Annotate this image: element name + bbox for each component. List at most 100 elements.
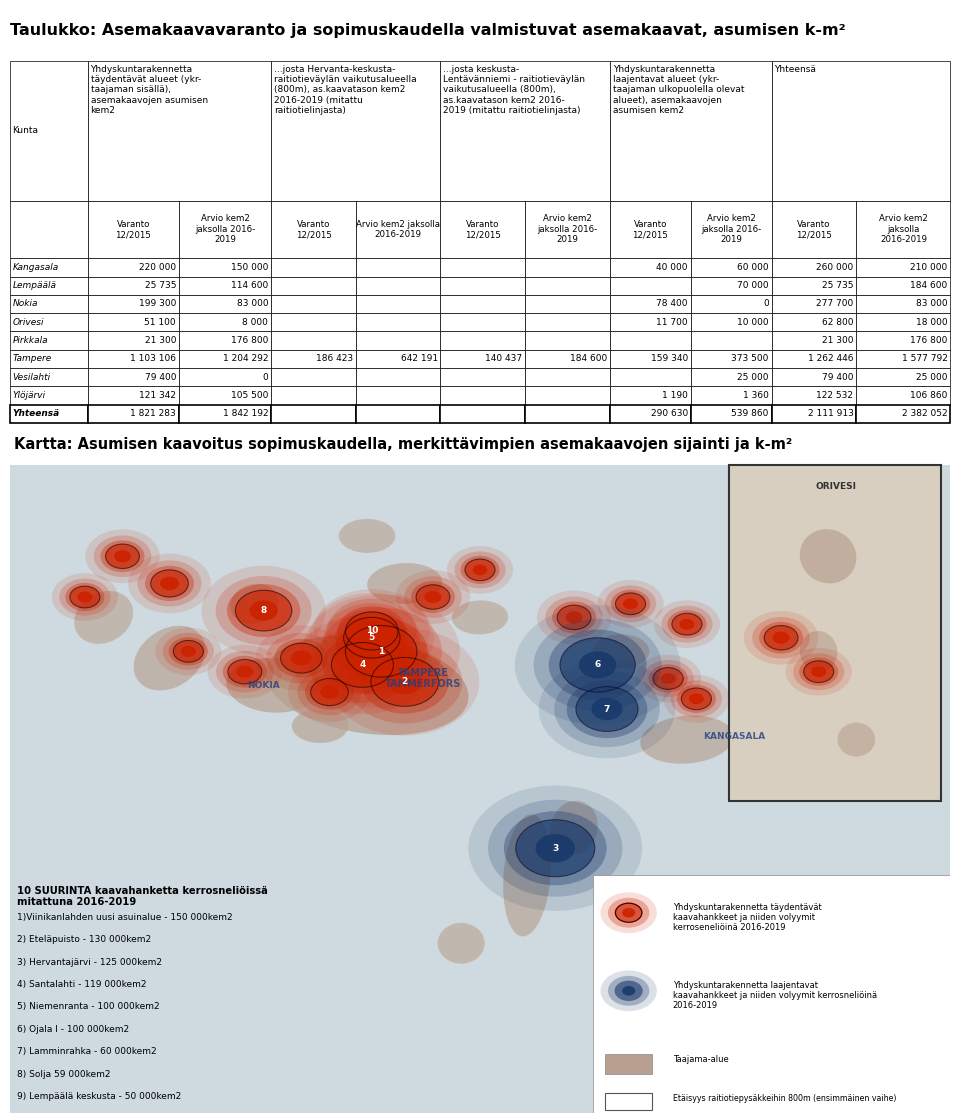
Bar	[10, 332, 87, 349]
Bar	[10, 60, 87, 200]
Text: 60 000: 60 000	[737, 263, 769, 272]
Bar	[356, 368, 441, 386]
Text: 1 577 792: 1 577 792	[901, 354, 948, 363]
Ellipse shape	[346, 612, 398, 650]
Ellipse shape	[106, 544, 139, 569]
Bar	[772, 60, 950, 200]
Bar	[593, 875, 950, 1113]
Bar	[856, 349, 950, 368]
Ellipse shape	[216, 651, 274, 692]
Ellipse shape	[743, 754, 819, 794]
Ellipse shape	[396, 570, 470, 624]
Ellipse shape	[311, 679, 348, 706]
Ellipse shape	[85, 530, 159, 583]
Bar	[356, 349, 441, 368]
Text: 18 000: 18 000	[916, 318, 948, 327]
Text: 10 SUURINTA kaavahanketta kerrosneliöissä
mitattuna 2016-2019: 10 SUURINTA kaavahanketta kerrosneliöiss…	[17, 886, 268, 907]
Ellipse shape	[744, 611, 818, 664]
Text: 70 000: 70 000	[737, 282, 769, 290]
Ellipse shape	[557, 605, 591, 630]
Bar	[772, 349, 856, 368]
Ellipse shape	[314, 589, 430, 672]
Ellipse shape	[416, 584, 450, 609]
Ellipse shape	[566, 680, 647, 738]
Bar	[271, 313, 356, 332]
Text: ORIVESI: ORIVESI	[815, 482, 856, 491]
Ellipse shape	[804, 661, 833, 682]
Text: Lempäälä: Lempäälä	[12, 282, 57, 290]
Ellipse shape	[358, 628, 386, 648]
Bar	[10, 313, 87, 332]
Text: 79 400: 79 400	[822, 373, 853, 382]
Bar	[271, 200, 356, 258]
Ellipse shape	[516, 819, 595, 877]
Bar	[356, 405, 441, 423]
Text: Orivesi: Orivesi	[12, 318, 44, 327]
Text: 1 103 106: 1 103 106	[131, 354, 176, 363]
Ellipse shape	[388, 670, 421, 695]
Ellipse shape	[682, 688, 711, 710]
Text: 4: 4	[359, 660, 366, 669]
Ellipse shape	[689, 693, 704, 705]
Ellipse shape	[302, 594, 460, 708]
Bar	[610, 386, 691, 405]
Bar	[525, 295, 610, 313]
Ellipse shape	[346, 626, 417, 677]
Bar	[179, 332, 271, 349]
Bar	[87, 349, 179, 368]
Text: 150 000: 150 000	[231, 263, 269, 272]
Text: 106 860: 106 860	[910, 391, 948, 400]
Ellipse shape	[660, 673, 676, 683]
Ellipse shape	[327, 599, 417, 663]
Ellipse shape	[223, 656, 267, 688]
Ellipse shape	[266, 632, 336, 683]
Ellipse shape	[335, 611, 409, 664]
Ellipse shape	[537, 591, 612, 644]
Text: 0: 0	[763, 299, 769, 308]
Ellipse shape	[593, 634, 649, 668]
Ellipse shape	[151, 570, 188, 597]
Ellipse shape	[615, 593, 645, 614]
Ellipse shape	[145, 565, 194, 601]
Bar	[856, 368, 950, 386]
Bar	[441, 200, 525, 258]
Ellipse shape	[550, 800, 598, 855]
Ellipse shape	[339, 519, 396, 553]
Text: Taulukko: Asemakaavavaranto ja sopimuskaudella valmistuvat asemakaavat, asumisen: Taulukko: Asemakaavavaranto ja sopimuska…	[10, 23, 845, 39]
Text: 25 735: 25 735	[145, 282, 176, 290]
Bar	[441, 276, 525, 295]
Ellipse shape	[622, 986, 636, 995]
Text: Yhteensä: Yhteensä	[12, 410, 60, 418]
Ellipse shape	[452, 600, 508, 634]
Ellipse shape	[52, 573, 118, 621]
Ellipse shape	[565, 611, 583, 623]
Text: 21 300: 21 300	[822, 336, 853, 345]
Bar	[87, 313, 179, 332]
Bar	[610, 313, 691, 332]
Text: 83 000: 83 000	[916, 299, 948, 308]
Ellipse shape	[133, 626, 205, 690]
Text: 2 382 052: 2 382 052	[902, 410, 948, 418]
Ellipse shape	[534, 619, 661, 711]
Text: Arvio kem2
jaksolla 2016-
2019: Arvio kem2 jaksolla 2016- 2019	[195, 215, 255, 244]
Text: 3: 3	[552, 844, 559, 853]
Ellipse shape	[363, 639, 399, 664]
Ellipse shape	[600, 893, 657, 933]
Ellipse shape	[611, 590, 650, 618]
Text: 62 800: 62 800	[822, 318, 853, 327]
Text: 290 630: 290 630	[651, 410, 688, 418]
Ellipse shape	[216, 575, 312, 646]
Bar	[772, 295, 856, 313]
Bar	[271, 349, 356, 368]
Bar	[856, 405, 950, 423]
Bar	[87, 405, 179, 423]
Bar	[691, 349, 772, 368]
Text: Arvio kem2 jaksolla
2016-2019: Arvio kem2 jaksolla 2016-2019	[356, 219, 440, 239]
Ellipse shape	[622, 908, 636, 917]
Ellipse shape	[156, 628, 222, 676]
Text: Arvio kem2
jaksolla 2016-
2019: Arvio kem2 jaksolla 2016- 2019	[701, 215, 761, 244]
Text: 3) Hervantajärvi - 125 000kem2: 3) Hervantajärvi - 125 000kem2	[17, 957, 162, 966]
Ellipse shape	[773, 632, 789, 643]
Text: 2 111 913: 2 111 913	[807, 410, 853, 418]
Bar	[441, 368, 525, 386]
